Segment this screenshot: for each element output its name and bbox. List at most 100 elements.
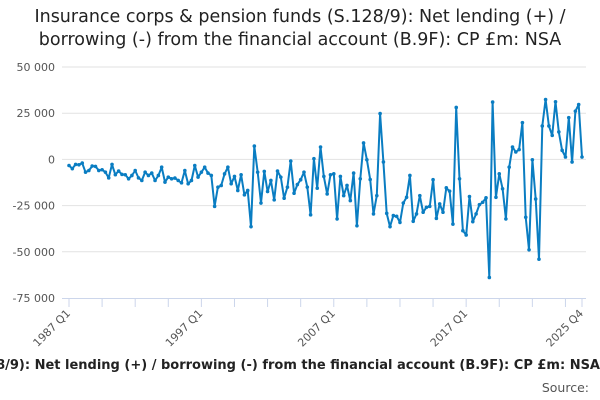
data-point xyxy=(83,170,88,174)
data-point xyxy=(259,201,263,205)
data-point xyxy=(523,215,528,220)
data-point xyxy=(434,216,439,221)
data-point xyxy=(398,220,402,225)
series-line xyxy=(68,98,583,279)
data-point xyxy=(123,172,128,177)
data-point xyxy=(530,157,535,162)
data-point xyxy=(219,183,224,188)
data-point xyxy=(279,175,283,179)
data-point xyxy=(305,185,310,189)
data-point xyxy=(427,204,432,209)
data-point xyxy=(514,150,518,154)
data-point xyxy=(365,157,369,162)
data-point xyxy=(533,197,538,201)
data-point xyxy=(143,170,147,174)
data-point xyxy=(163,180,167,184)
data-point xyxy=(408,173,412,178)
data-point xyxy=(543,97,548,102)
data-point xyxy=(520,120,525,125)
data-point xyxy=(269,178,273,183)
data-point xyxy=(404,195,409,200)
data-point xyxy=(113,172,118,177)
data-point xyxy=(189,178,194,183)
data-point xyxy=(222,172,227,176)
data-point xyxy=(288,159,293,163)
data-point xyxy=(444,186,449,190)
y-tick-label: 50 000 xyxy=(17,61,56,74)
data-point xyxy=(325,192,329,196)
data-point xyxy=(517,147,521,152)
data-point xyxy=(156,173,161,178)
data-point xyxy=(93,164,98,169)
data-point xyxy=(570,160,574,164)
data-point xyxy=(169,177,174,181)
data-point xyxy=(484,196,488,200)
data-point xyxy=(560,148,564,153)
data-point xyxy=(275,169,280,173)
data-point xyxy=(547,124,551,128)
data-point xyxy=(136,176,141,180)
data-point xyxy=(149,171,154,175)
data-point xyxy=(120,172,124,177)
data-point xyxy=(130,173,134,178)
data-point xyxy=(106,176,111,180)
data-point xyxy=(381,160,386,164)
data-point xyxy=(308,213,313,217)
data-point xyxy=(315,186,320,191)
data-point xyxy=(77,162,81,167)
data-point xyxy=(265,189,270,194)
data-point xyxy=(252,144,257,148)
data-point xyxy=(477,202,482,207)
data-point xyxy=(176,178,181,183)
data-point xyxy=(573,109,578,113)
chart-title: Insurance corps & pension funds (S.128/9… xyxy=(0,6,600,52)
data-point xyxy=(494,195,498,200)
data-point xyxy=(209,173,214,178)
data-point xyxy=(418,193,422,198)
data-point xyxy=(537,257,541,261)
data-point xyxy=(298,177,303,182)
data-point xyxy=(302,170,306,174)
data-point xyxy=(368,177,372,182)
data-point xyxy=(447,189,452,193)
data-point xyxy=(338,174,343,179)
data-point xyxy=(431,177,435,182)
data-point xyxy=(328,172,333,177)
data-point xyxy=(474,212,478,216)
data-point xyxy=(500,186,505,191)
data-point xyxy=(480,200,485,205)
data-point xyxy=(196,175,200,179)
data-point xyxy=(235,188,240,193)
y-tick-label: -50 000 xyxy=(13,246,55,259)
data-point xyxy=(192,163,197,168)
data-point xyxy=(566,115,571,120)
data-point xyxy=(451,222,455,226)
data-point xyxy=(103,170,108,174)
data-point xyxy=(371,212,376,216)
data-point xyxy=(116,169,121,173)
data-point xyxy=(100,167,104,172)
data-point xyxy=(173,176,177,180)
data-point xyxy=(335,217,339,221)
data-point xyxy=(510,145,515,149)
data-point xyxy=(245,188,250,193)
data-point xyxy=(183,168,187,173)
source-label: Source: xyxy=(541,380,589,395)
x-tick-label: 1987 Q1 xyxy=(31,307,74,350)
data-point xyxy=(199,170,204,174)
data-point xyxy=(411,219,416,224)
data-point xyxy=(179,181,184,185)
data-point xyxy=(262,169,267,174)
data-point xyxy=(504,217,508,221)
data-point xyxy=(212,204,217,209)
data-point xyxy=(126,177,131,181)
data-point xyxy=(361,141,366,145)
data-point xyxy=(345,183,349,188)
data-point xyxy=(226,165,230,169)
chart-title-line-2: borrowing (-) from the financial account… xyxy=(38,30,562,50)
x-tick-label: 2025 Q4 xyxy=(544,307,587,350)
data-point xyxy=(67,163,71,168)
data-point xyxy=(457,177,462,181)
data-point xyxy=(378,111,382,116)
data-point xyxy=(507,165,511,169)
